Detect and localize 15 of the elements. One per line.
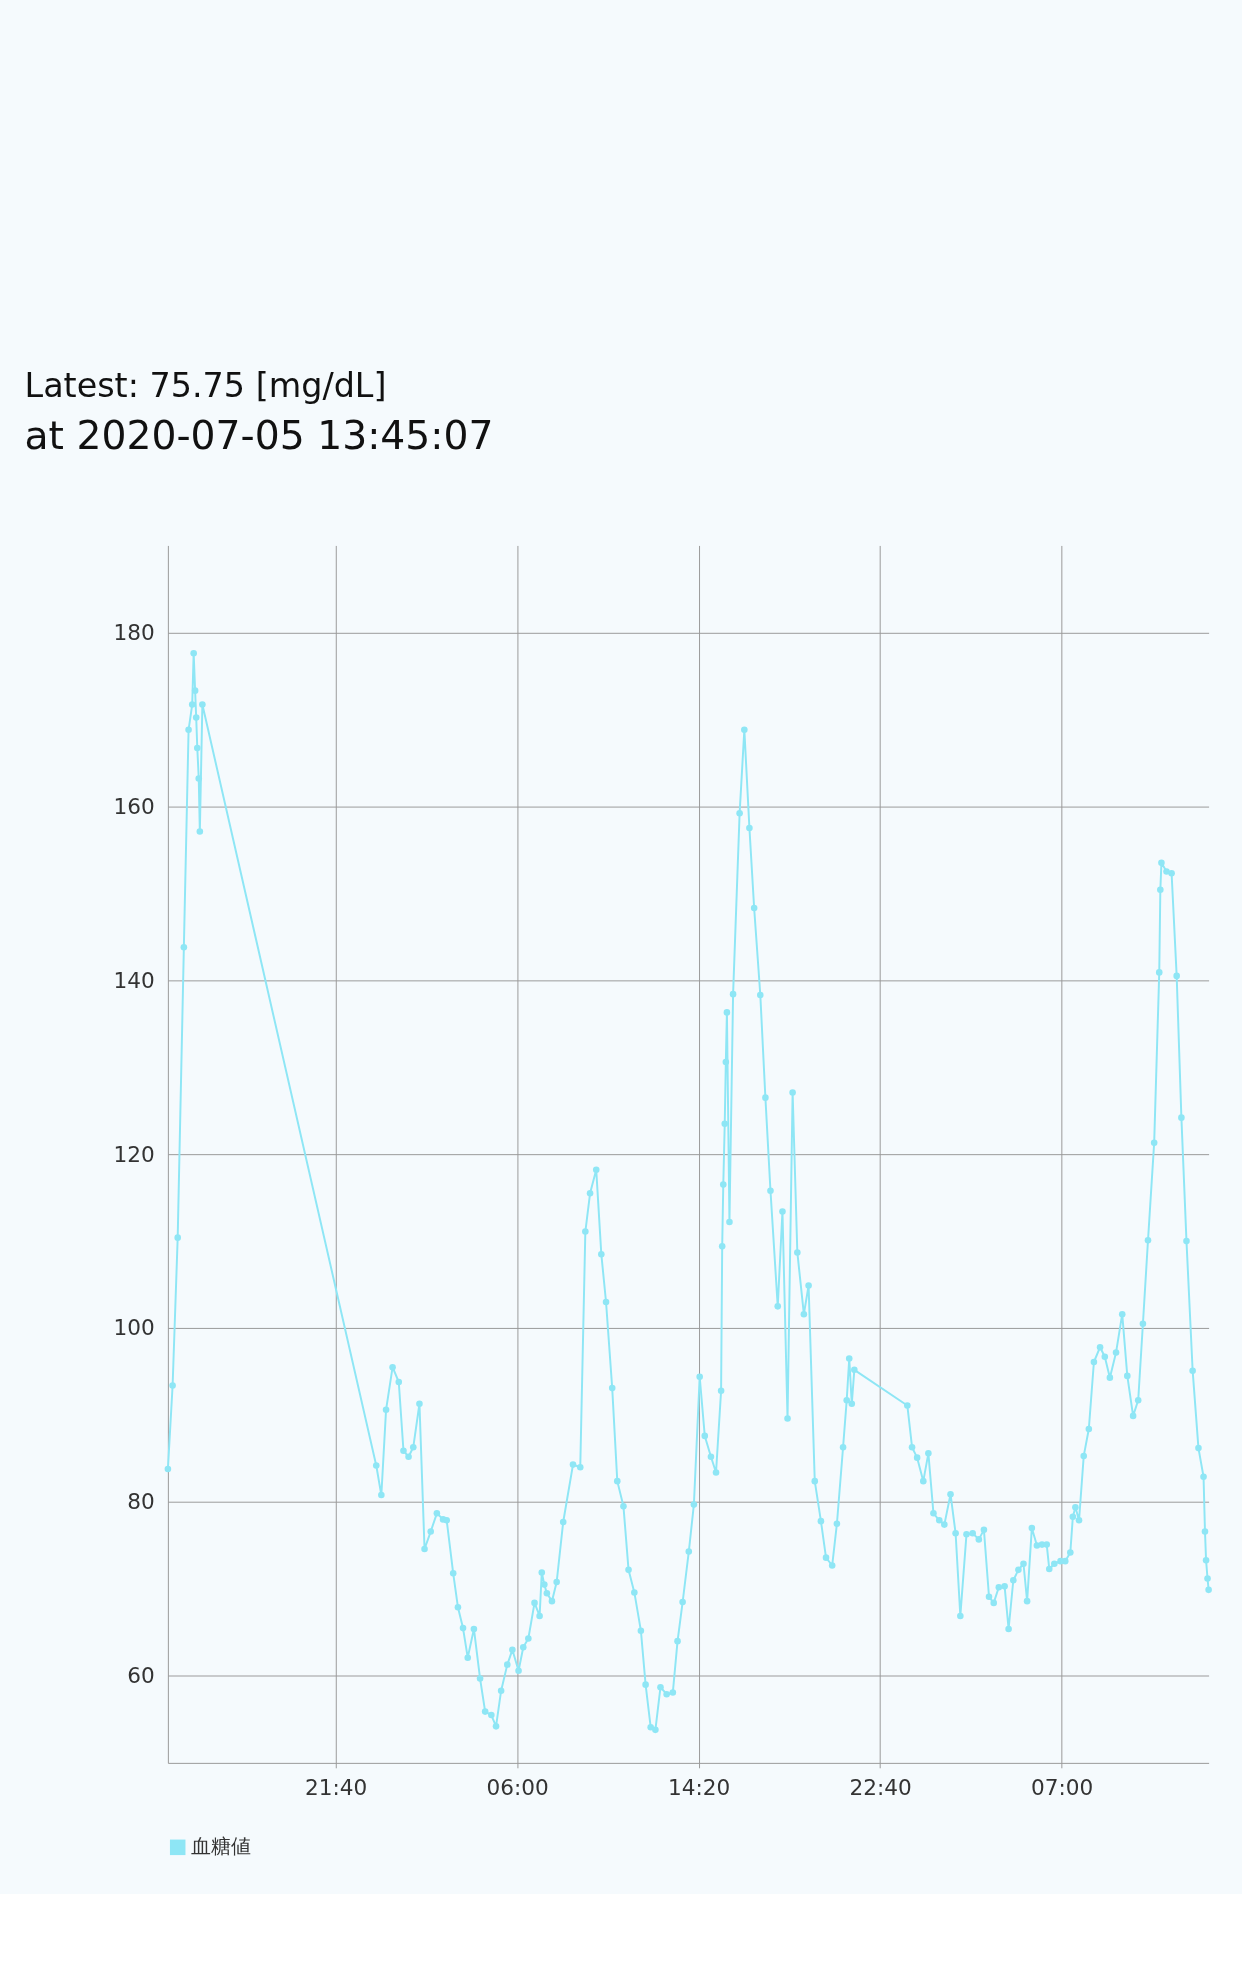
text: at 2020-07-05 13:45:07 (24, 413, 494, 459)
x-tick-label: 21:40 (304, 1774, 368, 1800)
y-tick-label: 80 (127, 1489, 155, 1515)
x-tick-label: 22:40 (849, 1774, 912, 1800)
y-tick-label: 60 (127, 1663, 155, 1689)
text: Latest: 75.75 [mg/dL] (24, 366, 387, 406)
x-tick-label: 07:00 (1030, 1774, 1094, 1800)
y-tick-label: 120 (113, 1141, 155, 1167)
y-tick-label: 100 (113, 1315, 155, 1341)
y-tick-label: 160 (113, 793, 155, 819)
y-tick-label: 180 (113, 619, 155, 645)
x-tick-label: 14:20 (667, 1774, 731, 1800)
y-tick-label: 140 (113, 967, 155, 993)
legend-label: 血糖値 (191, 1835, 252, 1859)
x-tick-label: 06:00 (486, 1774, 549, 1800)
